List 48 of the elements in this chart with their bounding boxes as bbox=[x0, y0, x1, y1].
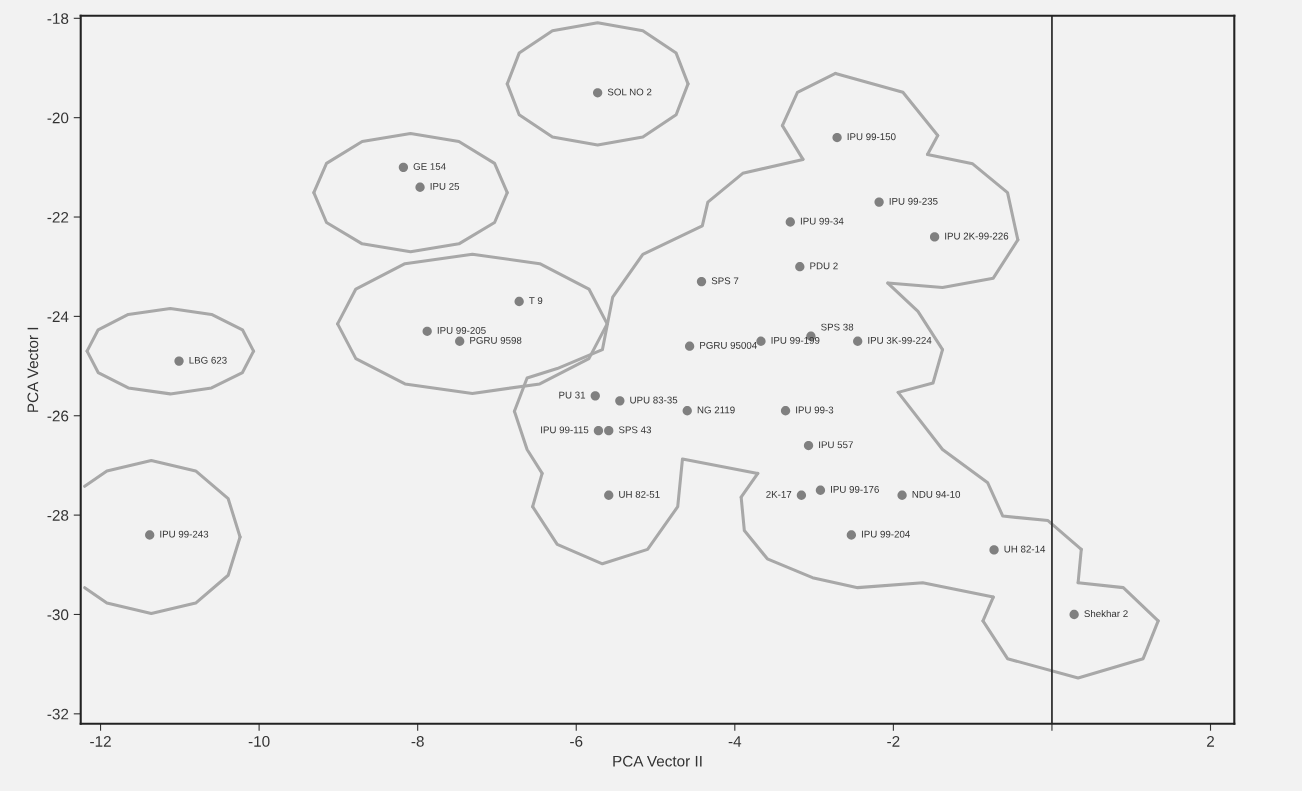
annotation: IPU 99-243 bbox=[160, 530, 209, 538]
annotation: IPU 99-176 bbox=[831, 485, 879, 493]
x-tick-label: -4 bbox=[728, 736, 742, 747]
annotation: GE 154 bbox=[413, 163, 446, 170]
annotation: IPU 99-150 bbox=[847, 133, 896, 141]
x-axis-title: PCA Vector II bbox=[613, 755, 702, 767]
annotation: UH 82-51 bbox=[619, 490, 660, 498]
annotation: IPU 25 bbox=[430, 182, 460, 190]
annotation: IPU 99-115 bbox=[541, 426, 589, 434]
annotation: IPU 2K-99-226 bbox=[945, 232, 1009, 240]
annotation: PGRU 9598 bbox=[470, 336, 522, 344]
annotation: IPU 3K-99-224 bbox=[868, 336, 932, 344]
annotation: IPU 557 bbox=[819, 441, 853, 449]
annotation: SPS 38 bbox=[821, 323, 854, 331]
annotation: PDU 2 bbox=[810, 262, 838, 270]
y-tick-label: -22 bbox=[47, 211, 69, 223]
y-tick-label: -26 bbox=[47, 410, 69, 422]
y-axis-title: PCA Vector I bbox=[27, 327, 39, 412]
x-tick-label: -12 bbox=[90, 735, 111, 747]
y-tick-label: -20 bbox=[47, 112, 69, 124]
annotation: Shekhar 2 bbox=[1084, 609, 1128, 618]
y-tick-label: -28 bbox=[47, 509, 69, 521]
annotation: IPU 99-235 bbox=[889, 197, 938, 205]
annotation: IPU 99-205 bbox=[437, 327, 486, 334]
annotation: SPS 43 bbox=[618, 426, 652, 434]
y-tick-label: -18 bbox=[47, 13, 69, 24]
x-tick-label: -8 bbox=[411, 735, 424, 747]
annotation: PU 31 bbox=[559, 391, 586, 399]
annotation: LBG 623 bbox=[189, 356, 227, 364]
annotation: NDU 94-10 bbox=[912, 490, 961, 498]
annotation: IPU 99-3 bbox=[796, 406, 834, 414]
annotation: IPU 99-204 bbox=[861, 530, 910, 538]
annotation: IPU 99-34 bbox=[800, 217, 844, 225]
annotation: 2K-17 bbox=[766, 490, 792, 498]
x-tick-label: -6 bbox=[570, 735, 583, 747]
annotation: PGRU 95004 bbox=[700, 341, 757, 349]
x-tick-label: -10 bbox=[248, 735, 270, 747]
y-tick-label: -32 bbox=[47, 708, 69, 720]
annotation: NG 2119 bbox=[697, 406, 735, 414]
annotation: UPU 83-35 bbox=[630, 396, 678, 404]
x-tick-label: 2 bbox=[1207, 735, 1214, 747]
annotation: T 9 bbox=[529, 297, 543, 305]
y-tick-label: -24 bbox=[47, 311, 69, 322]
x-tick-label: -2 bbox=[887, 735, 900, 747]
annotation: UH 82-14 bbox=[1004, 545, 1046, 553]
annotation: SPS 7 bbox=[711, 277, 739, 285]
y-tick-label: -30 bbox=[47, 609, 69, 621]
annotation: SOL NO 2 bbox=[607, 88, 652, 96]
